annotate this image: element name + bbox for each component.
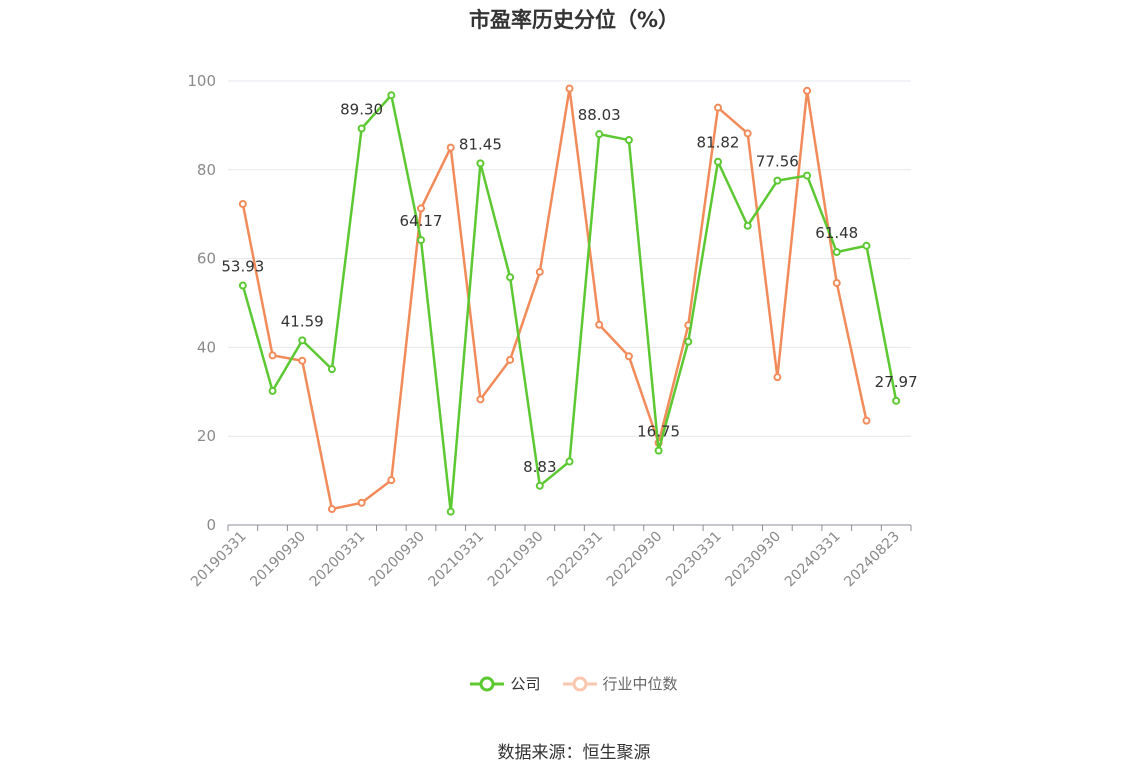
industry-point xyxy=(506,355,515,364)
industry-point xyxy=(535,267,544,276)
company-point xyxy=(535,481,544,490)
industry-point xyxy=(773,373,782,382)
industry-point xyxy=(387,476,396,485)
company-point xyxy=(654,446,663,455)
legend-company-label: 公司 xyxy=(510,675,541,693)
industry-point xyxy=(476,395,485,404)
legend-industry-icon xyxy=(562,676,597,691)
series-industry xyxy=(238,84,871,514)
data-label: 27.97 xyxy=(875,373,918,391)
y-tick-label: 100 xyxy=(187,72,216,90)
industry-point xyxy=(624,352,633,361)
company-point xyxy=(268,386,277,395)
grid-lines xyxy=(228,80,911,437)
company-point xyxy=(238,281,247,290)
x-tick-label: 20210930 xyxy=(485,529,547,591)
data-label: 81.82 xyxy=(697,134,740,152)
x-tick-label: 20190930 xyxy=(247,529,309,591)
data-label: 8.83 xyxy=(523,458,556,476)
industry-point xyxy=(832,279,841,288)
data-label: 88.03 xyxy=(578,106,621,124)
company-point xyxy=(743,221,752,230)
x-tick-label: 20190331 xyxy=(188,529,250,591)
y-tick-label: 80 xyxy=(197,161,216,179)
x-tick-label: 20220930 xyxy=(604,529,666,591)
legend-industry-label: 行业中位数 xyxy=(602,675,678,693)
company-point xyxy=(773,176,782,185)
industry-point xyxy=(298,356,307,365)
legend: 公司 行业中位数 xyxy=(0,673,1148,694)
industry-point xyxy=(743,129,752,138)
data-labels: 53.93 41.59 89.30 64.17 81.45 8.83 88.03 16.75 8… xyxy=(221,101,917,476)
data-label: 53.93 xyxy=(221,258,264,276)
industry-point xyxy=(327,505,336,514)
company-point xyxy=(624,136,633,145)
data-label: 61.48 xyxy=(815,224,858,242)
x-tick-label: 20230930 xyxy=(722,529,784,591)
x-tick-label: 20200930 xyxy=(366,529,428,591)
industry-point xyxy=(417,204,426,213)
industry-point xyxy=(713,103,722,112)
industry-point xyxy=(238,199,247,208)
industry-point xyxy=(803,86,812,95)
company-point xyxy=(595,130,604,139)
data-label: 16.75 xyxy=(637,423,680,441)
x-tick-label: 20230331 xyxy=(663,529,725,591)
company-point xyxy=(684,337,693,346)
y-axis: 0 20 40 60 80 100 xyxy=(187,72,216,534)
y-tick-label: 40 xyxy=(197,338,216,356)
company-point xyxy=(803,171,812,180)
x-tick-label: 20200331 xyxy=(307,529,369,591)
company-point xyxy=(892,396,901,405)
x-tick-label: 20240331 xyxy=(782,529,844,591)
industry-point xyxy=(595,320,604,329)
company-point xyxy=(713,157,722,166)
x-tick-label: 20210331 xyxy=(426,529,488,591)
chart-title: 市盈率历史分位（%） xyxy=(468,8,680,32)
company-point xyxy=(832,248,841,257)
industry-point xyxy=(565,84,574,93)
source-note: 数据来源：恒生聚源 xyxy=(497,743,651,763)
company-point xyxy=(387,91,396,100)
legend-company-icon xyxy=(470,676,505,691)
y-tick-label: 0 xyxy=(206,516,216,534)
series-company xyxy=(238,91,901,516)
company-point xyxy=(298,336,307,345)
company-point xyxy=(476,159,485,168)
y-tick-label: 20 xyxy=(197,427,216,445)
industry-point xyxy=(268,351,277,360)
y-tick-label: 60 xyxy=(197,250,216,268)
x-axis: 2019033120190930202003312020093020210331… xyxy=(188,524,912,591)
legend-item-company[interactable]: 公司 xyxy=(470,673,541,694)
data-label: 64.17 xyxy=(400,212,443,230)
industry-point xyxy=(446,143,455,152)
company-point xyxy=(565,457,574,466)
data-label: 89.30 xyxy=(340,101,383,119)
industry-point xyxy=(862,416,871,425)
company-point xyxy=(506,273,515,282)
x-tick-label: 20240823 xyxy=(841,529,903,591)
company-point xyxy=(417,236,426,245)
industry-line xyxy=(241,87,868,511)
data-label: 41.59 xyxy=(281,312,324,330)
company-point xyxy=(862,241,871,250)
company-point xyxy=(327,365,336,374)
company-point xyxy=(357,124,366,133)
company-point xyxy=(446,507,455,516)
legend-item-industry[interactable]: 行业中位数 xyxy=(562,673,678,694)
x-tick-label: 20220331 xyxy=(544,529,606,591)
data-label: 77.56 xyxy=(756,153,799,171)
industry-point xyxy=(357,498,366,507)
data-label: 81.45 xyxy=(459,135,502,153)
